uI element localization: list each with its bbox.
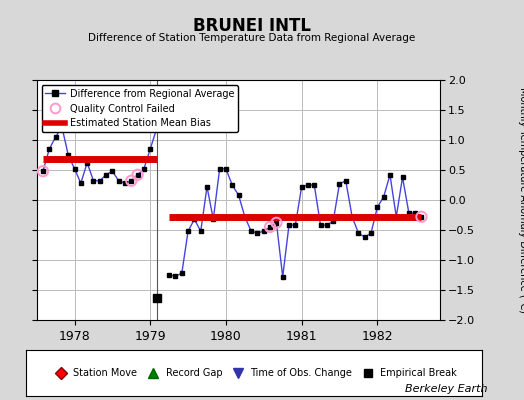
- Point: [134, 172, 142, 178]
- Y-axis label: Monthly Temperature Anomaly Difference (°C): Monthly Temperature Anomaly Difference (…: [518, 87, 524, 313]
- Legend: Station Move, Record Gap, Time of Obs. Change, Empirical Break: Station Move, Record Gap, Time of Obs. C…: [47, 364, 461, 382]
- Point: [272, 220, 281, 226]
- Point: [127, 178, 136, 184]
- Legend: Difference from Regional Average, Quality Control Failed, Estimated Station Mean: Difference from Regional Average, Qualit…: [41, 85, 238, 132]
- Text: Difference of Station Temperature Data from Regional Average: Difference of Station Temperature Data f…: [88, 33, 415, 43]
- Text: BRUNEI INTL: BRUNEI INTL: [192, 17, 311, 35]
- Point: [39, 168, 47, 174]
- Text: Berkeley Earth: Berkeley Earth: [405, 384, 487, 394]
- Point: [266, 224, 274, 230]
- Point: [417, 214, 425, 220]
